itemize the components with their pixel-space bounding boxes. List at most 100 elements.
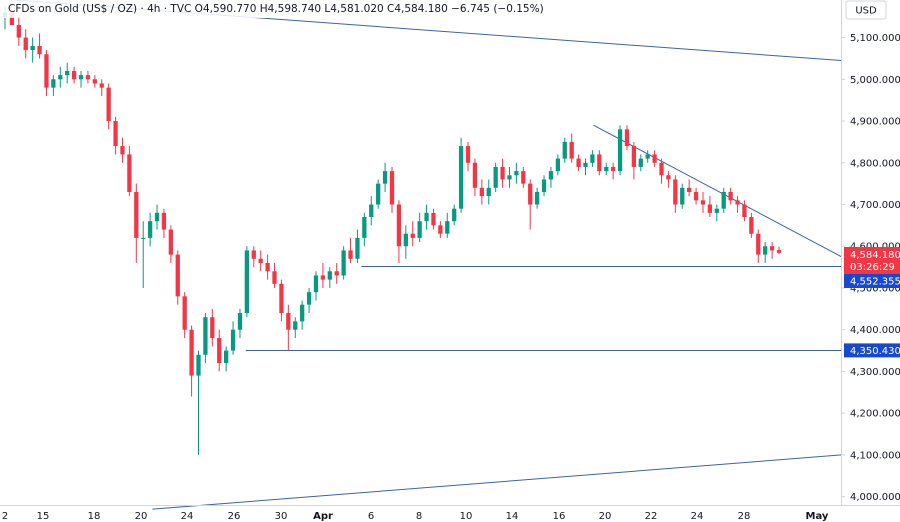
price-tick-label: 4,400.000	[850, 325, 900, 336]
candle-body	[389, 171, 395, 205]
candle	[583, 158, 588, 176]
candle	[645, 150, 650, 163]
candle	[403, 225, 408, 259]
candle-body	[272, 271, 277, 284]
price-tick-label: 4,700.000	[850, 200, 900, 211]
candle	[604, 162, 609, 176]
candle-body	[652, 154, 657, 163]
currency-button[interactable]	[845, 0, 887, 20]
date-tick-label: 24	[691, 511, 704, 522]
candle	[472, 158, 478, 197]
price-tick-label: 4,800.000	[850, 158, 900, 169]
candle	[92, 75, 97, 88]
candle-body	[728, 191, 733, 201]
candle-body	[569, 141, 574, 159]
candle	[555, 154, 560, 176]
candle-body	[687, 187, 692, 192]
candle	[78, 70, 84, 88]
candle-body	[776, 250, 782, 253]
candle-body	[182, 296, 187, 330]
candle	[707, 196, 713, 218]
candle	[514, 162, 519, 184]
date-tick-label: 28	[738, 511, 751, 522]
candle-body	[44, 54, 49, 88]
candle	[617, 125, 623, 176]
candle	[756, 229, 761, 263]
candle	[597, 150, 602, 176]
candle-body	[16, 25, 21, 38]
candle-body	[493, 166, 498, 188]
candle-body	[590, 154, 595, 163]
candle-body	[189, 329, 194, 376]
price-tick-label: 4,300.000	[850, 367, 900, 378]
candle-body	[700, 200, 706, 205]
candle-body	[23, 37, 28, 51]
candle-body	[431, 212, 436, 226]
candle	[258, 250, 263, 272]
candle	[58, 66, 63, 88]
candle-body	[376, 183, 381, 205]
date-tick-label: 18	[88, 511, 101, 522]
candle-body	[168, 229, 173, 255]
date-tick-label: 22	[645, 511, 658, 522]
candle-body	[279, 283, 284, 314]
candle	[528, 179, 533, 230]
candle-body	[348, 250, 353, 259]
candle-body	[9, 12, 15, 26]
candle	[265, 254, 270, 280]
candle	[37, 33, 42, 59]
candle	[776, 246, 782, 255]
candle	[742, 200, 747, 222]
candle-body	[251, 250, 256, 259]
candle	[611, 162, 616, 180]
candle-body	[78, 75, 84, 80]
candle-body	[583, 162, 588, 167]
candle	[362, 212, 367, 247]
candle-body	[65, 70, 70, 76]
candle-body	[769, 246, 775, 251]
candle-body	[417, 221, 422, 238]
candle-body	[507, 175, 512, 180]
candle-body	[99, 83, 104, 88]
price-tick-label: 5,000.000	[850, 75, 900, 86]
candle-body	[645, 154, 650, 159]
candle-body	[735, 200, 740, 205]
candle-body	[175, 254, 180, 297]
candle-body	[85, 75, 91, 80]
candle	[493, 162, 498, 192]
candle-body	[680, 187, 685, 205]
currency-label: USD	[855, 6, 877, 17]
price-tick-label: 5,100.000	[850, 33, 900, 44]
candle-body	[327, 271, 332, 280]
candle-body	[244, 250, 250, 314]
candle	[465, 141, 471, 172]
candle-body	[58, 75, 63, 80]
candle-body	[617, 129, 623, 172]
candle	[479, 179, 484, 205]
candle-body	[479, 187, 484, 197]
lower-support-line[interactable]	[152, 454, 842, 510]
level-price-label-1: 4,350.430	[850, 346, 900, 357]
candle	[521, 166, 526, 188]
candle-body	[71, 70, 77, 80]
candle	[99, 79, 104, 96]
candle	[182, 292, 187, 339]
date-tick-label: 20	[599, 511, 612, 522]
candle	[486, 179, 491, 205]
time-axis[interactable]: 2 15 18 20 24 26 30 Apr 6 8 10 14 16 20 22 24 28 May	[0, 505, 900, 522]
candle	[431, 208, 436, 230]
price-axis[interactable]: USD 5,100.000 5,000.000 4,900.000 4,800.000…	[841, 0, 900, 505]
date-tick-label: 10	[460, 511, 473, 522]
candle	[749, 212, 754, 238]
candle	[652, 150, 657, 167]
candle	[85, 70, 91, 84]
date-tick-label: 30	[275, 511, 288, 522]
candle-body	[659, 162, 664, 176]
candle	[65, 62, 70, 84]
candle	[452, 204, 457, 226]
candle	[638, 154, 643, 172]
candle	[51, 75, 56, 96]
candle	[196, 350, 201, 455]
